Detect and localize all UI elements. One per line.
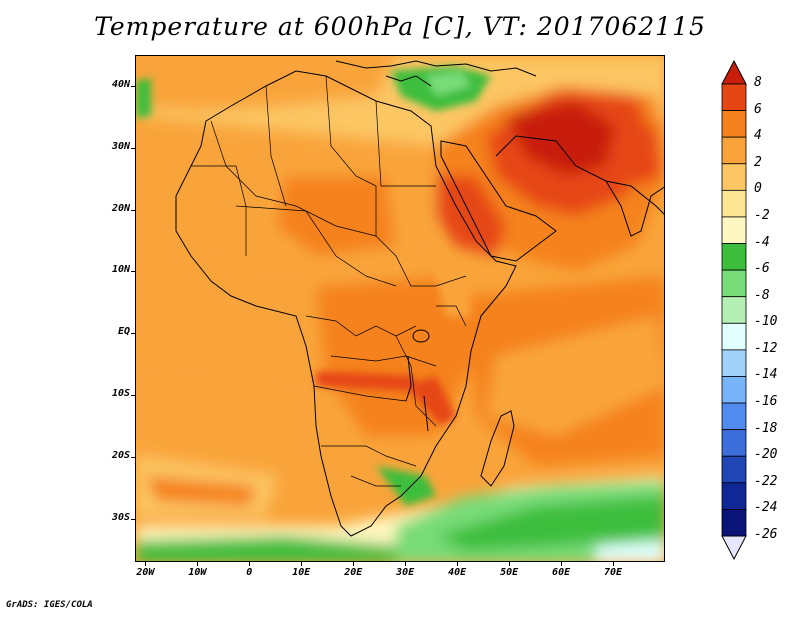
colorbar-swatch — [721, 429, 747, 457]
temperature-map — [136, 56, 664, 561]
colorbar-label: -14 — [754, 367, 778, 383]
colorbar-label: -16 — [754, 394, 778, 410]
lon-tick-label: 40E — [448, 567, 467, 578]
lat-tick-mark — [131, 147, 135, 149]
lon-tick-label: 70E — [604, 567, 623, 578]
lat-tick-mark — [131, 85, 135, 87]
colorbar-swatch — [721, 136, 747, 165]
colorbar-label: -4 — [754, 234, 770, 250]
lon-tick-mark — [561, 562, 563, 566]
lat-tick-mark — [131, 518, 135, 520]
colorbar-swatch — [721, 163, 747, 191]
lon-tick-mark — [353, 562, 355, 566]
colorbar-swatch — [721, 455, 747, 484]
country-borders — [191, 75, 467, 487]
lat-tick-mark — [131, 209, 135, 211]
lon-tick-mark — [301, 562, 303, 566]
lon-tick-label: 0 — [246, 567, 253, 578]
lon-tick-mark — [457, 562, 459, 566]
lat-tick-mark — [131, 456, 135, 458]
colorbar-label: 0 — [754, 181, 762, 197]
lon-tick-label: 30E — [396, 567, 415, 578]
chart-title: Temperature at 600hPa [C], VT: 201706211… — [94, 12, 706, 41]
lon-tick-label: 20W — [136, 567, 155, 578]
colorbar-swatch — [721, 83, 747, 111]
colorbar — [721, 60, 747, 560]
grads-credit: GrADS: IGES/COLA — [6, 600, 93, 610]
colorbar-label: 6 — [754, 101, 762, 117]
lon-tick-mark — [145, 562, 147, 566]
colorbar-label: -26 — [754, 527, 778, 542]
colorbar-top-triangle — [721, 60, 747, 85]
lat-tick-label: 20S — [111, 449, 130, 461]
lat-tick-label: 20N — [111, 202, 130, 214]
coastlines — [175, 60, 664, 537]
colorbar-label: 8 — [754, 75, 762, 90]
lon-tick-mark — [405, 562, 407, 566]
colorbar-swatch — [721, 243, 747, 271]
colorbar-swatch — [721, 296, 747, 324]
lat-tick-mark — [131, 271, 135, 273]
lat-tick-label: 30N — [111, 140, 130, 152]
colorbar-label: -10 — [754, 314, 778, 330]
colorbar-label: 2 — [754, 154, 762, 170]
colorbar-label: -22 — [754, 473, 778, 489]
colorbar-swatch — [721, 322, 747, 351]
colorbar-label: -6 — [754, 261, 770, 277]
colorbar-label: -24 — [754, 500, 778, 516]
temperature-field-detail — [136, 66, 491, 506]
colorbar-swatch — [721, 216, 747, 244]
temperature-field — [136, 56, 664, 561]
lon-tick-label: 50E — [500, 567, 519, 578]
colorbar-label: -2 — [754, 207, 770, 223]
colorbar-label: -18 — [754, 420, 778, 436]
colorbar-label: -8 — [754, 287, 770, 303]
lon-tick-mark — [197, 562, 199, 566]
colorbar-swatch — [721, 402, 747, 431]
lon-tick-mark — [613, 562, 615, 566]
lat-tick-label: 10N — [111, 264, 130, 276]
lat-tick-label: 40N — [111, 78, 130, 90]
lakes — [405, 329, 430, 432]
colorbar-swatch — [721, 376, 747, 404]
colorbar-swatch — [721, 482, 747, 510]
lat-tick-label: 10S — [111, 388, 130, 400]
map-panel — [135, 55, 665, 562]
lat-tick-label: EQ — [117, 326, 130, 338]
lon-tick-label: 60E — [552, 567, 571, 578]
colorbar-swatch — [721, 189, 747, 218]
lat-tick-mark — [131, 395, 135, 397]
lon-tick-mark — [249, 562, 251, 566]
colorbar-label: -12 — [754, 340, 778, 356]
colorbar-swatch — [721, 509, 747, 537]
colorbar-bottom-triangle — [721, 535, 747, 560]
lon-tick-label: 20E — [344, 567, 363, 578]
lon-tick-label: 10E — [292, 567, 311, 578]
colorbar-swatch — [721, 269, 747, 298]
lon-tick-label: 10W — [188, 567, 207, 578]
colorbar-label: 4 — [754, 128, 762, 144]
colorbar-label: -20 — [754, 447, 778, 463]
lon-tick-mark — [509, 562, 511, 566]
lat-tick-label: 30S — [111, 511, 130, 523]
colorbar-swatch — [721, 349, 747, 377]
lat-tick-mark — [131, 333, 135, 335]
colorbar-swatch — [721, 110, 747, 138]
